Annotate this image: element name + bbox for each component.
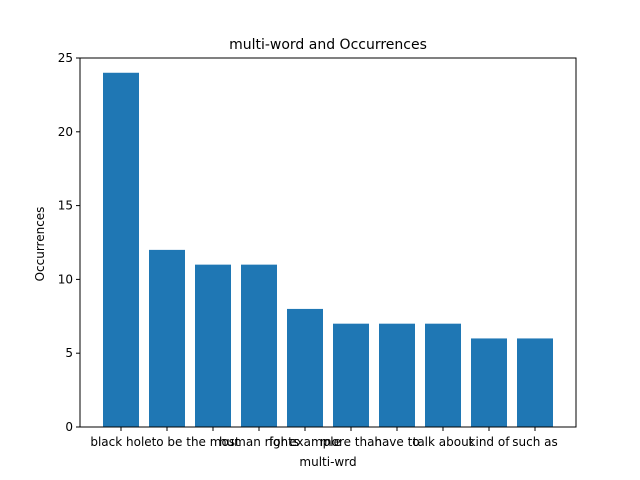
x-tick-label: talk about	[413, 435, 474, 449]
y-tick-label: 25	[58, 51, 73, 65]
bar-talk-about	[425, 323, 461, 427]
bar-black-hole	[103, 72, 139, 427]
x-tick-label: have to	[374, 435, 419, 449]
x-tick-label: more than	[320, 435, 382, 449]
x-axis-label: multi-wrd	[299, 455, 356, 469]
axes-frame	[79, 57, 577, 428]
bar-the-most	[195, 264, 231, 427]
bar-kind-of	[471, 338, 507, 427]
x-tick-label: kind of	[469, 435, 511, 449]
bar-for-example	[287, 308, 323, 427]
x-tick-label: human rights	[219, 435, 299, 449]
bar-human-rights	[241, 264, 277, 427]
x-tick-label: for example	[269, 435, 341, 449]
y-tick-label: 0	[65, 420, 73, 434]
x-tick-label: black hole	[90, 435, 151, 449]
y-tick-label: 10	[58, 272, 73, 286]
y-tick-label: 5	[65, 346, 73, 360]
y-tick-label: 20	[58, 125, 73, 139]
x-tick-label: such as	[512, 435, 557, 449]
bar-have-to	[379, 323, 415, 427]
bar-to-be	[149, 249, 185, 427]
bar-more-than	[333, 323, 369, 427]
y-tick-label: 15	[58, 199, 73, 213]
x-tick-label: the most	[186, 435, 240, 449]
bar-such-as	[517, 338, 553, 427]
x-tick-label: to be	[152, 435, 183, 449]
chart-title: multi-word and Occurrences	[229, 37, 427, 53]
y-axis-label: Occurrences	[33, 207, 47, 282]
